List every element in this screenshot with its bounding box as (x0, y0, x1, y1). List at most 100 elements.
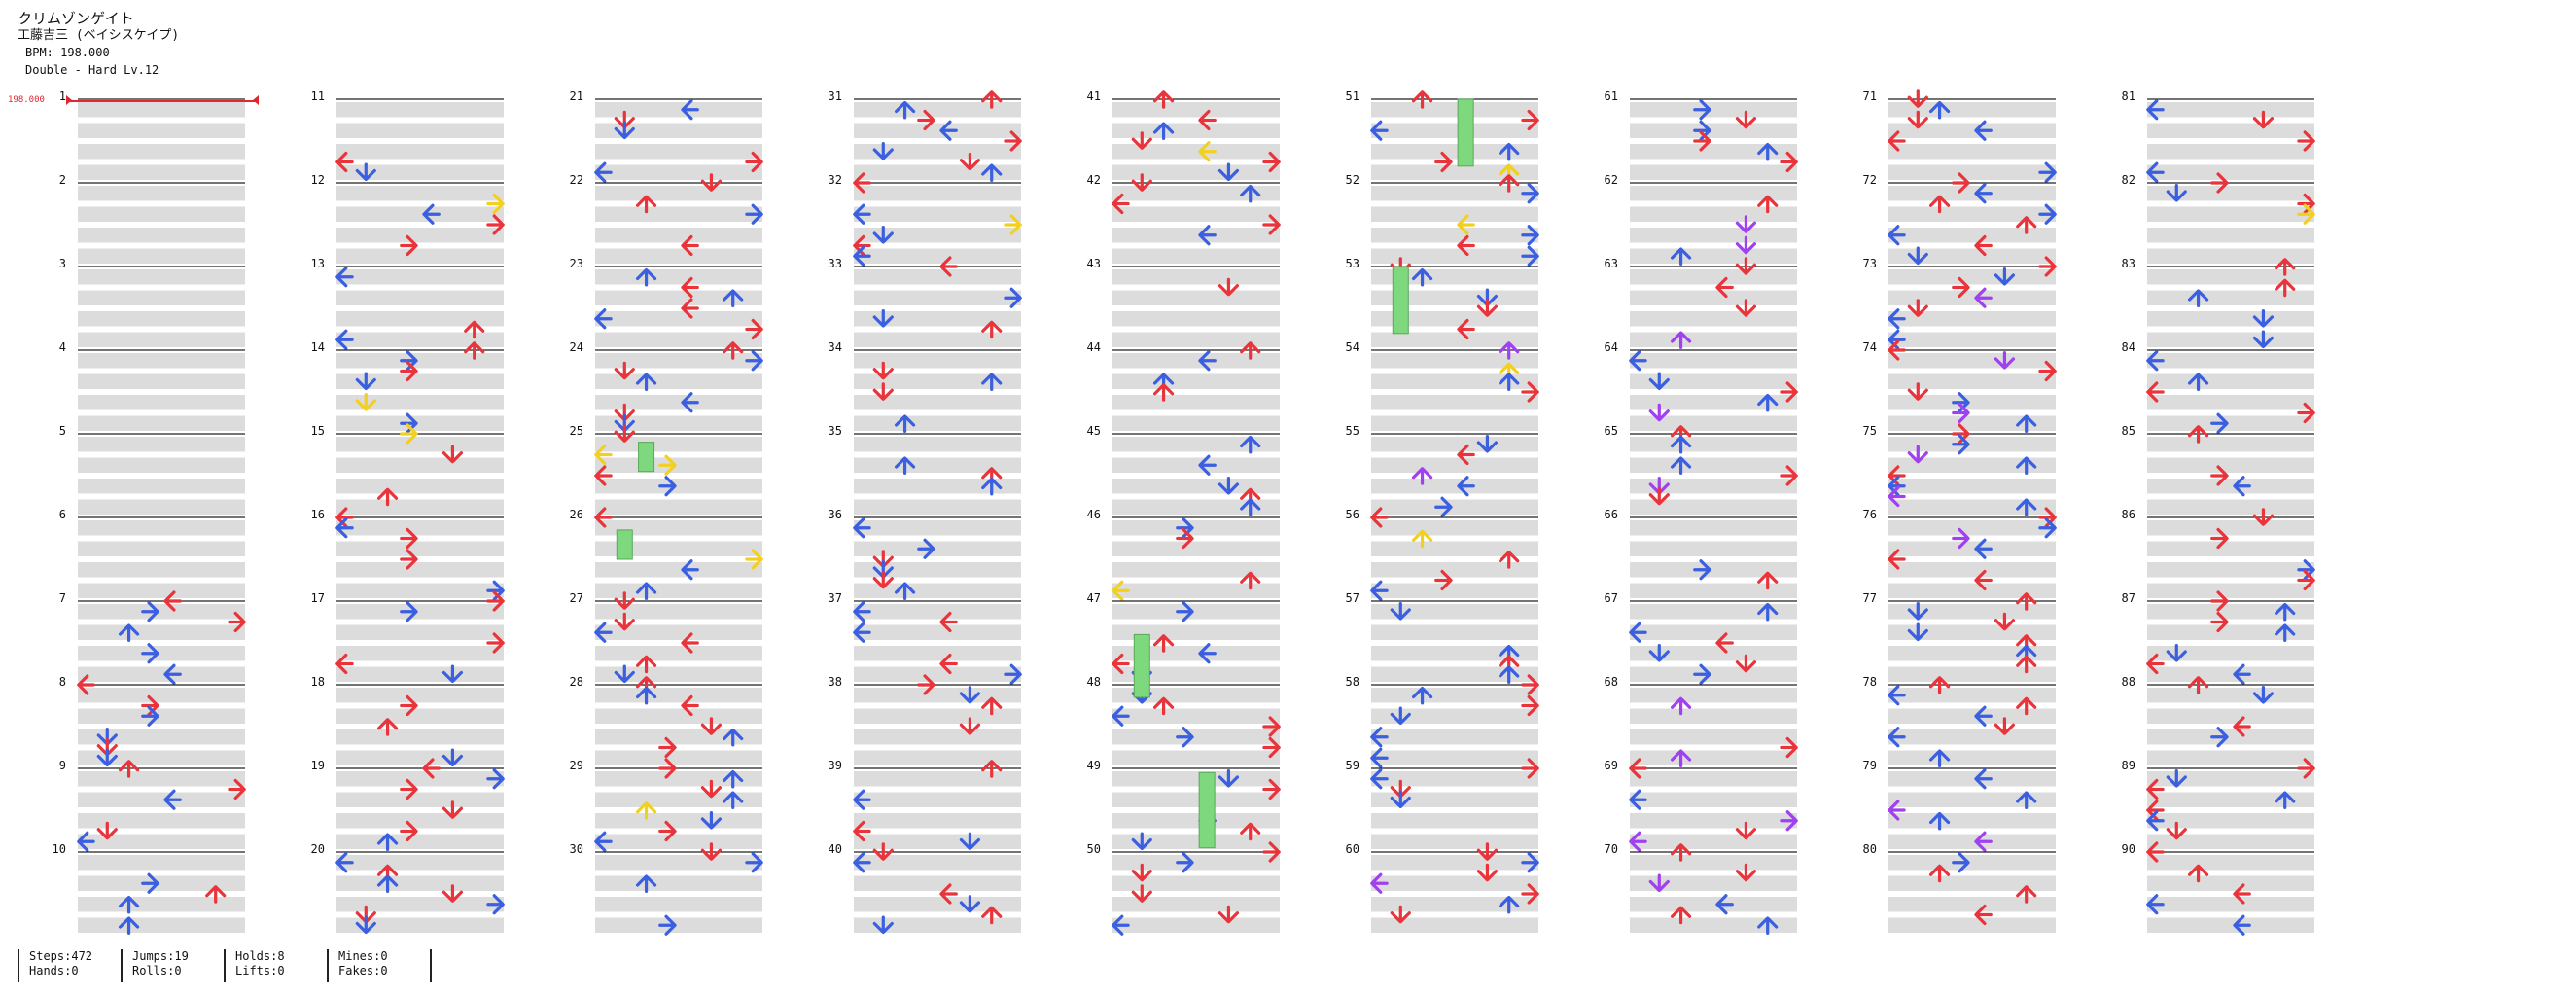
beat-band (336, 228, 504, 243)
measure-number: 7 (59, 591, 66, 605)
measure-number: 78 (1863, 675, 1877, 689)
beat-band (854, 624, 1021, 640)
measure-number: 76 (1863, 508, 1877, 521)
beat-band (854, 750, 1021, 765)
step-arrow (939, 611, 958, 633)
step-arrow (594, 161, 613, 183)
bpm-change-marker: 198.000 (8, 93, 261, 109)
step-arrow (853, 172, 871, 194)
step-arrow (441, 884, 464, 903)
beat-band (1630, 144, 1797, 160)
measure-number: 18 (311, 675, 325, 689)
beat-band (336, 646, 504, 661)
beat-band (1371, 792, 1538, 807)
step-arrow (594, 622, 613, 643)
step-arrow (614, 424, 635, 443)
beat-band (336, 144, 504, 160)
beat-band (1630, 248, 1797, 264)
step-arrow (1888, 308, 1906, 330)
measure-number: 52 (1346, 173, 1359, 187)
step-arrow (163, 663, 182, 685)
measure-number: 59 (1346, 759, 1359, 772)
step-arrow (1648, 873, 1670, 893)
beat-band (595, 437, 762, 452)
stat-column-4: Mines:0 Fakes:0 (327, 949, 432, 982)
step-arrow (2146, 99, 2165, 121)
beat-band (854, 917, 1021, 933)
step-arrow (441, 445, 464, 464)
beat-band (336, 164, 504, 180)
beat-band (1888, 855, 2056, 871)
beat-band (1630, 457, 1797, 473)
step-arrow (2252, 508, 2275, 526)
beat-band (1371, 604, 1538, 620)
beat-band (1888, 144, 2056, 160)
beat-band (1888, 604, 2056, 620)
measure-number: 73 (1863, 257, 1877, 270)
step-arrow (1670, 435, 1692, 454)
beat-band (2147, 688, 2314, 703)
step-arrow (118, 895, 140, 914)
step-arrow (2252, 309, 2275, 328)
beat-band (1112, 123, 1280, 138)
step-arrow (981, 760, 1003, 778)
step-arrow (335, 267, 354, 288)
beat-band (1371, 688, 1538, 703)
stat-steps: Steps:472 (29, 949, 93, 963)
step-arrow (1499, 895, 1520, 914)
beat-band (1630, 479, 1797, 494)
beat-band (1630, 646, 1797, 661)
step-arrow (700, 717, 723, 735)
step-arrow (635, 373, 657, 391)
measure-number: 56 (1346, 508, 1359, 521)
step-arrow (1888, 727, 1906, 748)
stat-mines: Mines:0 (338, 949, 388, 963)
beat-band (2147, 228, 2314, 243)
beat-band (1112, 624, 1280, 640)
step-arrow (1411, 529, 1433, 549)
step-arrow (1928, 676, 1951, 694)
beat-band (1112, 499, 1280, 515)
beat-band (78, 604, 245, 620)
beat-band (2147, 666, 2314, 682)
beat-band (854, 583, 1021, 598)
beat-band (1630, 374, 1797, 389)
beat-band (854, 541, 1021, 556)
beat-band (2147, 269, 2314, 285)
measure-number: 32 (829, 173, 842, 187)
step-arrow (594, 444, 613, 466)
beat-band (336, 562, 504, 578)
beat-band (1630, 332, 1797, 347)
step-arrow (1390, 602, 1411, 621)
beat-band (336, 855, 504, 871)
step-arrow (2233, 914, 2251, 936)
beat-band (854, 646, 1021, 661)
beat-band (854, 875, 1021, 891)
beat-band (78, 729, 245, 745)
step-arrow (1928, 749, 1951, 767)
beat-band (1371, 771, 1538, 787)
step-arrow (1974, 569, 1993, 591)
step-arrow (464, 320, 485, 339)
stat-column-3: Holds:8 Lifts:0 (224, 949, 327, 982)
step-arrow (1176, 727, 1194, 748)
step-arrow (872, 382, 894, 401)
step-arrow (2187, 373, 2209, 391)
beat-band (595, 248, 762, 264)
hold-bar (1457, 98, 1474, 167)
beat-band (854, 353, 1021, 369)
step-arrow (2146, 894, 2165, 915)
measure-number: 55 (1346, 424, 1359, 438)
beat-band (2147, 771, 2314, 787)
step-arrow (2252, 330, 2275, 349)
step-arrow (1131, 884, 1152, 903)
beat-band (1888, 353, 2056, 369)
step-arrow (2016, 498, 2037, 516)
beat-band (1371, 228, 1538, 243)
measure-number: 65 (1605, 424, 1618, 438)
step-arrow (2016, 414, 2037, 433)
beat-band (595, 144, 762, 160)
measure-number: 36 (829, 508, 842, 521)
step-arrow (486, 193, 505, 215)
beat-band (336, 437, 504, 452)
